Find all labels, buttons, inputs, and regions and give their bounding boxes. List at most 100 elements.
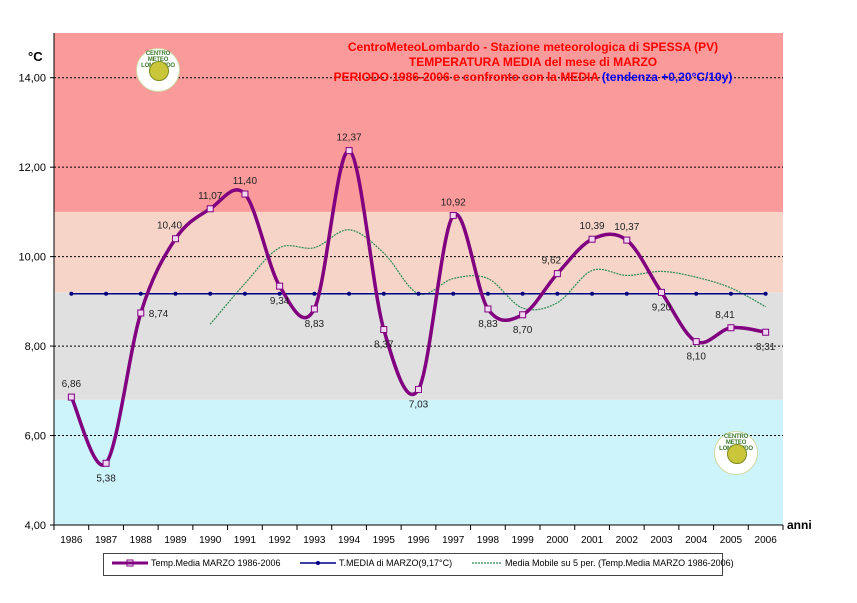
series-point-temp-media bbox=[658, 288, 665, 296]
y-tick-label: 6,00 bbox=[25, 431, 46, 443]
data-label: 9,20 bbox=[652, 302, 672, 313]
x-tick-label: 1999 bbox=[512, 535, 535, 546]
chart-title-text: CentroMeteoLombardo - Stazione meteorolo… bbox=[348, 40, 718, 54]
series-point-t-media bbox=[763, 291, 768, 296]
legend-item-temp-media: Temp.Media MARZO 1986-2006 bbox=[112, 558, 281, 568]
series-point-temp-media bbox=[276, 282, 284, 290]
x-tick-label: 1986 bbox=[60, 535, 83, 546]
x-tick-label: 1987 bbox=[95, 535, 118, 546]
x-axis-label: anni bbox=[787, 518, 812, 532]
legend-label-temp-media: Temp.Media MARZO 1986-2006 bbox=[151, 558, 281, 568]
data-label: 8,31 bbox=[756, 342, 776, 353]
x-tick-label: 1992 bbox=[269, 535, 292, 546]
series-point-t-media bbox=[590, 291, 595, 296]
y-tick-label: 10,00 bbox=[18, 252, 46, 264]
chart-title-text: PERIODO 1986-2006 e confronto con la MED… bbox=[334, 70, 600, 84]
data-label: 8,83 bbox=[305, 319, 325, 330]
data-label: 10,92 bbox=[441, 197, 466, 208]
series-point-temp-media bbox=[102, 459, 110, 467]
data-label: 8,83 bbox=[478, 319, 498, 330]
series-point-t-media bbox=[242, 291, 247, 296]
series-point-temp-media bbox=[762, 328, 770, 336]
series-point-temp-media bbox=[484, 305, 492, 313]
legend-item-t-media: T.MEDIA di MARZO(9,17°C) bbox=[300, 558, 452, 568]
series-point-temp-media bbox=[588, 235, 596, 243]
background-band bbox=[54, 399, 783, 525]
legend-swatch-media-mobile bbox=[472, 562, 502, 564]
series-point-temp-media bbox=[137, 309, 145, 317]
chart-title-text: TEMPERATURA MEDIA del mese di MARZO bbox=[409, 55, 657, 69]
x-tick-label: 1993 bbox=[303, 535, 326, 546]
legend-label-media-mobile: Media Mobile su 5 per. (Temp.Media MARZO… bbox=[505, 558, 734, 568]
series-point-temp-media bbox=[623, 236, 631, 244]
data-label: 6,86 bbox=[62, 379, 82, 390]
legend-swatch-temp-media bbox=[112, 559, 148, 567]
x-tick-label: 1989 bbox=[164, 535, 187, 546]
data-label: 10,39 bbox=[580, 221, 605, 232]
series-point-t-media bbox=[416, 291, 421, 296]
series-point-temp-media bbox=[67, 393, 75, 401]
series-point-t-media bbox=[312, 291, 317, 296]
x-tick-label: 1996 bbox=[407, 535, 430, 546]
series-point-temp-media bbox=[310, 305, 318, 313]
y-tick-label: 12,00 bbox=[18, 162, 46, 174]
series-point-t-media bbox=[381, 291, 386, 296]
series-point-t-media bbox=[138, 291, 143, 296]
x-tick-label: 1994 bbox=[338, 535, 361, 546]
centro-meteo-logo-bottom: CENTRO METEO LOMBARDO bbox=[714, 431, 758, 475]
x-tick-label: 2004 bbox=[685, 535, 708, 546]
x-tick-label: 1988 bbox=[130, 535, 153, 546]
x-tick-label: 2000 bbox=[546, 535, 569, 546]
data-label: 8,41 bbox=[715, 310, 735, 321]
x-tick-label: 2001 bbox=[581, 535, 604, 546]
chart-title-line: TEMPERATURA MEDIA del mese di MARZO bbox=[409, 55, 657, 69]
series-point-temp-media bbox=[380, 326, 388, 334]
y-axis-label: °C bbox=[28, 49, 43, 64]
chart-title-line: PERIODO 1986-2006 e confronto con la MED… bbox=[334, 70, 733, 84]
series-point-temp-media bbox=[206, 205, 214, 213]
series-point-temp-media bbox=[415, 385, 422, 393]
data-label: 9,62 bbox=[542, 256, 562, 267]
x-tick-label: 2006 bbox=[755, 535, 778, 546]
data-label: 11,40 bbox=[233, 176, 258, 187]
series-point-t-media bbox=[555, 291, 560, 296]
series-point-t-media bbox=[208, 291, 213, 296]
data-label: 8,70 bbox=[513, 325, 533, 336]
series-point-t-media bbox=[69, 291, 74, 296]
centro-meteo-logo-top: CENTRO METEO LOMBARDO bbox=[136, 48, 180, 92]
series-point-temp-media bbox=[449, 211, 457, 219]
series-point-t-media bbox=[277, 291, 282, 296]
x-tick-label: 1991 bbox=[234, 535, 257, 546]
series-point-t-media bbox=[520, 291, 525, 296]
y-tick-label: 14,00 bbox=[18, 73, 46, 85]
series-point-t-media bbox=[104, 291, 109, 296]
x-tick-label: 2005 bbox=[720, 535, 743, 546]
x-tick-label: 1998 bbox=[477, 535, 500, 546]
data-label: 10,40 bbox=[157, 221, 182, 232]
series-point-t-media bbox=[173, 291, 178, 296]
data-label: 12,37 bbox=[337, 133, 362, 144]
legend-item-media-mobile: Media Mobile su 5 per. (Temp.Media MARZO… bbox=[472, 558, 734, 568]
series-line-media-mobile bbox=[209, 229, 766, 325]
data-label: 7,03 bbox=[409, 399, 429, 410]
legend-swatch-t-media bbox=[300, 561, 336, 565]
y-tick-label: 8,00 bbox=[25, 341, 46, 353]
series-point-t-media bbox=[451, 291, 456, 296]
data-label: 10,37 bbox=[614, 222, 639, 233]
series-point-temp-media bbox=[519, 311, 527, 319]
x-tick-label: 2002 bbox=[616, 535, 639, 546]
x-tick-label: 1995 bbox=[373, 535, 396, 546]
chart-title-line: CentroMeteoLombardo - Stazione meteorolo… bbox=[348, 40, 718, 54]
series-point-temp-media bbox=[345, 147, 353, 155]
x-tick-label: 1990 bbox=[199, 535, 222, 546]
legend-label-t-media: T.MEDIA di MARZO(9,17°C) bbox=[339, 558, 453, 568]
data-label: 11,07 bbox=[198, 191, 223, 202]
series-point-t-media bbox=[728, 291, 733, 296]
series-point-temp-media bbox=[241, 190, 249, 198]
series-point-t-media bbox=[485, 291, 490, 296]
data-label: 9,34 bbox=[270, 296, 290, 307]
series-point-temp-media bbox=[172, 235, 179, 243]
x-tick-label: 1997 bbox=[442, 535, 465, 546]
series-point-temp-media bbox=[727, 324, 735, 332]
